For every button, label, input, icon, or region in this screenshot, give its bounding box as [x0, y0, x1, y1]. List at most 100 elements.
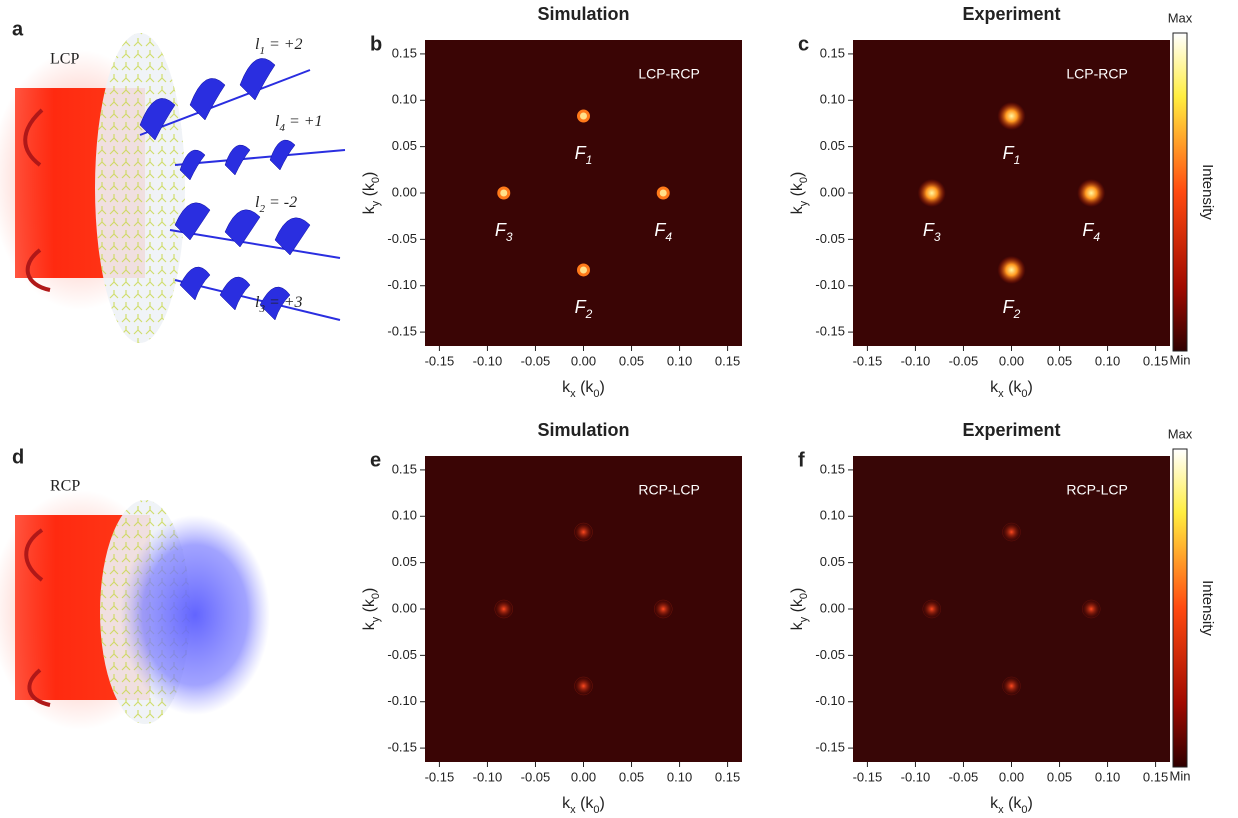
- annotation: LCP-RCP: [638, 66, 699, 82]
- panel-label: e: [370, 449, 381, 471]
- x-axis-label: kx (k0): [990, 379, 1033, 400]
- y-tick-label: 0.00: [392, 600, 417, 615]
- subscript: 2: [585, 307, 593, 321]
- colorbar: [1173, 33, 1187, 351]
- spot: [918, 179, 946, 207]
- colorbar-min: Min: [1170, 352, 1191, 367]
- colorbar-label: Intensity: [1199, 580, 1216, 636]
- x-tick-label: -0.05: [521, 769, 551, 784]
- y-tick-label: 0.10: [392, 92, 417, 107]
- x-tick-label: -0.10: [901, 353, 931, 368]
- panel-label: f: [798, 449, 805, 471]
- text-part: (k: [789, 182, 806, 201]
- y-tick-label: 0.05: [820, 554, 845, 569]
- x-tick-label: 0.05: [619, 769, 644, 784]
- y-tick-label: -0.05: [815, 647, 845, 662]
- figure: a LCP l1 = +2l4 = +1l2 = -2l3 = +3 d RCP…: [0, 0, 1238, 818]
- subscript: 4: [665, 230, 672, 244]
- y-tick-label: 0.00: [392, 184, 417, 199]
- x-tick-label: -0.10: [473, 769, 503, 784]
- y-tick-label: 0.15: [392, 45, 417, 60]
- y-tick-label: 0.15: [820, 461, 845, 476]
- beam-label: l1 = +2: [255, 36, 303, 57]
- beam-label: l3 = +3: [255, 294, 303, 315]
- text-part: (k: [789, 598, 806, 617]
- y-tick-label: -0.15: [387, 740, 417, 755]
- x-tick-label: -0.10: [901, 769, 931, 784]
- text-part: ): [1028, 795, 1033, 812]
- text-part: ): [600, 795, 605, 812]
- x-tick-label: -0.15: [853, 353, 883, 368]
- x-tick-label: 0.05: [1047, 769, 1072, 784]
- text-part: (k: [1004, 379, 1023, 396]
- y-tick-label: 0.15: [392, 461, 417, 476]
- y-tick-label: -0.10: [815, 693, 845, 708]
- subscript: 1: [1014, 153, 1021, 167]
- value: = -2: [265, 194, 297, 211]
- text-part: (k: [576, 795, 595, 812]
- spot: [579, 111, 589, 121]
- y-tick-label: 0.05: [392, 138, 417, 153]
- spot: [654, 600, 672, 618]
- spot: [1003, 523, 1021, 541]
- y-tick-label: -0.05: [815, 231, 845, 246]
- spot: [579, 265, 589, 275]
- annotation: RCP-LCP: [1066, 482, 1127, 498]
- text-part: ): [600, 379, 605, 396]
- beam-label: l2 = -2: [255, 194, 297, 215]
- colorbar-label: Intensity: [1199, 164, 1216, 220]
- spot: [923, 600, 941, 618]
- colorbar-min: Min: [1170, 768, 1191, 783]
- spot: [495, 600, 513, 618]
- y-tick-label: -0.10: [815, 277, 845, 292]
- x-tick-label: -0.15: [425, 353, 455, 368]
- y-tick-label: 0.10: [820, 92, 845, 107]
- x-tick-label: 0.00: [571, 353, 596, 368]
- spot: [998, 256, 1026, 284]
- x-tick-label: -0.05: [949, 769, 979, 784]
- metasurface-pattern: [95, 33, 185, 343]
- y-tick-label: 0.10: [820, 508, 845, 523]
- x-tick-label: 0.15: [1143, 769, 1168, 784]
- beam-label: l4 = +1: [275, 113, 323, 134]
- y-axis-label: ky (k0): [789, 588, 810, 631]
- text-part: ): [361, 588, 378, 593]
- text-part: ): [361, 172, 378, 177]
- y-tick-label: -0.10: [387, 693, 417, 708]
- spot: [1077, 179, 1105, 207]
- subscript: 4: [1093, 230, 1100, 244]
- x-tick-label: 0.10: [667, 353, 692, 368]
- panel-title: Simulation: [537, 4, 629, 24]
- text-part: (k: [361, 182, 378, 201]
- y-axis-label: ky (k0): [361, 588, 382, 631]
- y-tick-label: 0.00: [820, 184, 845, 199]
- panel-title: Experiment: [962, 420, 1060, 440]
- annotation: LCP-RCP: [1066, 66, 1127, 82]
- subscript: 3: [506, 230, 513, 244]
- x-axis-label: kx (k0): [562, 379, 605, 400]
- y-tick-label: -0.15: [815, 324, 845, 339]
- text-part: (k: [361, 598, 378, 617]
- colorbar-max: Max: [1168, 10, 1193, 25]
- y-tick-label: -0.05: [387, 231, 417, 246]
- subscript: 2: [1013, 307, 1021, 321]
- text-part: (k: [1004, 795, 1023, 812]
- panel-title: Simulation: [537, 420, 629, 440]
- y-axis-label: ky (k0): [789, 172, 810, 215]
- y-tick-label: 0.00: [820, 600, 845, 615]
- text-part: (k: [576, 379, 595, 396]
- x-tick-label: 0.10: [1095, 769, 1120, 784]
- x-tick-label: -0.05: [949, 353, 979, 368]
- heatmap: [425, 456, 742, 762]
- panel-label: a: [12, 18, 24, 40]
- x-tick-label: 0.15: [1143, 353, 1168, 368]
- text-part: ): [789, 588, 806, 593]
- text-part: ): [789, 172, 806, 177]
- x-tick-label: 0.15: [715, 353, 740, 368]
- spot: [575, 677, 593, 695]
- x-tick-label: -0.05: [521, 353, 551, 368]
- x-axis-label: kx (k0): [990, 795, 1033, 816]
- spot: [1082, 600, 1100, 618]
- heatmap: [853, 456, 1170, 762]
- subscript: 1: [586, 153, 593, 167]
